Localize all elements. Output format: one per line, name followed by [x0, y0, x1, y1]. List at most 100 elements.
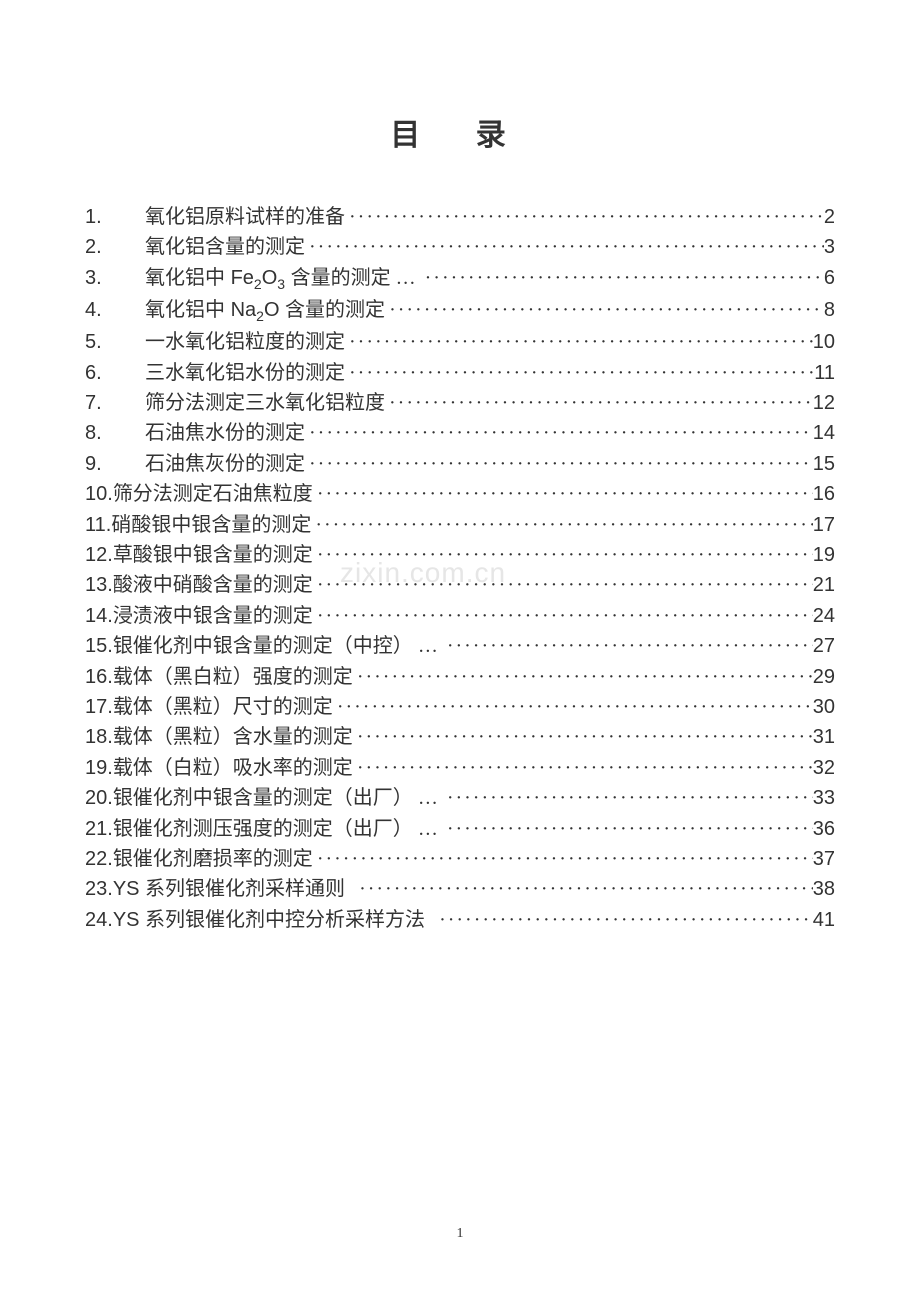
toc-item-number: 19. — [85, 753, 113, 783]
toc-item-page: 33 — [813, 783, 835, 813]
toc-leader-dots: ········································… — [385, 388, 813, 418]
toc-item-page: 41 — [813, 905, 835, 935]
toc-item: 22.银催化剂磨损率的测定···························… — [85, 844, 835, 874]
toc-leader-dots: ········································… — [313, 570, 813, 600]
toc-item: 13.酸液中硝酸含量的测定···························… — [85, 570, 835, 600]
toc-leader-dots: ········································… — [443, 783, 813, 813]
page-title: 目 录 — [85, 110, 835, 154]
toc-item-page: 27 — [813, 631, 835, 661]
toc-item-page: 37 — [813, 844, 835, 874]
toc-leader-dots: ········································… — [421, 263, 824, 293]
toc-leader-dots: ········································… — [313, 844, 813, 874]
toc-item-label: 筛分法测定三水氧化铝粒度 — [145, 388, 385, 418]
toc-item-number: 1. — [85, 202, 145, 232]
toc-item-page: 21 — [813, 570, 835, 600]
toc-item-number: 8. — [85, 418, 145, 448]
toc-item: 19.载体（白粒）吸水率的测定·························… — [85, 753, 835, 783]
toc-item-label: 酸液中硝酸含量的测定 — [113, 570, 313, 600]
toc-item: 18.载体（黑粒）含水量的测定·························… — [85, 722, 835, 752]
toc-item-label: 载体（黑粒）尺寸的测定 — [113, 692, 333, 722]
toc-item-page: 11 — [814, 358, 835, 388]
toc-item-page: 19 — [813, 540, 835, 570]
toc-item-page: 16 — [813, 479, 835, 509]
toc-leader-dots: ········································… — [385, 295, 824, 325]
toc-leader-dots: ········································… — [443, 814, 813, 844]
toc-item-page: 15 — [813, 449, 835, 479]
toc-leader-dots: ········································… — [435, 905, 813, 935]
toc-item-number: 21. — [85, 814, 113, 844]
toc-item-number: 6. — [85, 358, 145, 388]
toc-leader-dots: ········································… — [313, 479, 813, 509]
toc-item-number: 18. — [85, 722, 113, 752]
toc-item-number: 14. — [85, 601, 113, 631]
toc-leader-dots: ········································… — [345, 358, 814, 388]
toc-item-number: 5. — [85, 327, 145, 357]
toc-item-page: 6 — [824, 263, 835, 293]
toc-item: 16.载体（黑白粒）强度的测定·························… — [85, 662, 835, 692]
toc-item: 21.银催化剂测压强度的测定（出厂） … ···················… — [85, 814, 835, 844]
toc-item-label: 银催化剂中银含量的测定（中控） — [113, 631, 413, 661]
toc-item-label: 一水氧化铝粒度的测定 — [145, 327, 345, 357]
toc-item-number: 22. — [85, 844, 113, 874]
toc-item: 10.筛分法测定石油焦粒度···························… — [85, 479, 835, 509]
toc-item-label: 氧化铝含量的测定 — [145, 232, 305, 262]
toc-item: 14.浸渍液中银含量的测定···························… — [85, 601, 835, 631]
toc-item-label: 筛分法测定石油焦粒度 — [113, 479, 313, 509]
toc-leader-dots: ········································… — [305, 418, 813, 448]
toc-item-label: 载体（黑粒）含水量的测定 — [113, 722, 353, 752]
toc-item-label: 氧化铝原料试样的准备 — [145, 202, 345, 232]
toc-item-number: 10. — [85, 479, 113, 509]
toc-item-number: 16. — [85, 662, 113, 692]
toc-item-label: 氧化铝中 Na2O 含量的测定 — [145, 295, 385, 327]
toc-item-number: 15. — [85, 631, 113, 661]
toc-item-number: 20. — [85, 783, 113, 813]
toc-item: 9.石油焦灰份的测定······························… — [85, 449, 835, 479]
toc-item-number: 17. — [85, 692, 113, 722]
toc-item-page: 17 — [813, 510, 835, 540]
toc-item-page: 12 — [813, 388, 835, 418]
toc-item-label: 银催化剂测压强度的测定（出厂） — [113, 814, 413, 844]
toc-item-page: 8 — [824, 295, 835, 325]
toc-item: 8.石油焦水份的测定······························… — [85, 418, 835, 448]
toc-item-label: YS 系列银催化剂中控分析采样方法 — [113, 905, 425, 935]
toc-item-number: 24. — [85, 905, 113, 935]
toc-leader-dots: ········································… — [333, 692, 813, 722]
toc-item-label: 草酸银中银含量的测定 — [113, 540, 313, 570]
toc-item: 3.氧化铝中 Fe2O3 含量的测定 … ···················… — [85, 263, 835, 295]
toc-item-page: 2 — [824, 202, 835, 232]
toc-item-label: 载体（黑白粒）强度的测定 — [113, 662, 353, 692]
toc-item: 17.载体（黑粒）尺寸的测定··························… — [85, 692, 835, 722]
toc-item-page: 14 — [813, 418, 835, 448]
toc-item: 20.银催化剂中银含量的测定（出厂） … ···················… — [85, 783, 835, 813]
toc-item-page: 36 — [813, 814, 835, 844]
toc-leader-dots: ········································… — [345, 327, 813, 357]
toc-gap: … — [413, 814, 443, 844]
toc-item-label: 浸渍液中银含量的测定 — [113, 601, 313, 631]
toc-item: 4.氧化铝中 Na2O 含量的测定·······················… — [85, 295, 835, 327]
toc-item-page: 29 — [813, 662, 835, 692]
toc-leader-dots: ········································… — [311, 510, 812, 540]
toc-item-label: 氧化铝中 Fe2O3 含量的测定 — [145, 263, 391, 295]
toc-leader-dots: ········································… — [313, 540, 813, 570]
toc-item-number: 11. — [85, 510, 111, 540]
toc-leader-dots: ········································… — [305, 232, 824, 262]
toc-gap: … — [413, 783, 443, 813]
toc-list: 1.氧化铝原料试样的准备····························… — [85, 202, 835, 935]
toc-leader-dots: ········································… — [313, 601, 813, 631]
toc-item-page: 24 — [813, 601, 835, 631]
toc-item: 6.三水氧化铝水份的测定····························… — [85, 358, 835, 388]
page-number: 1 — [0, 1226, 920, 1242]
toc-item-label: 银催化剂中银含量的测定（出厂） — [113, 783, 413, 813]
toc-item-label: 石油焦水份的测定 — [145, 418, 305, 448]
toc-item: 1.氧化铝原料试样的准备····························… — [85, 202, 835, 232]
toc-item: 24.YS 系列银催化剂中控分析采样方法 ···················… — [85, 905, 835, 935]
toc-item-page: 32 — [813, 753, 835, 783]
toc-item-page: 38 — [813, 874, 835, 904]
toc-item-number: 13. — [85, 570, 113, 600]
toc-item-page: 10 — [813, 327, 835, 357]
toc-leader-dots: ········································… — [353, 722, 813, 752]
toc-leader-dots: ········································… — [345, 202, 824, 232]
toc-item: 23.YS 系列银催化剂采样通则 ·······················… — [85, 874, 835, 904]
toc-item-label: 载体（白粒）吸水率的测定 — [113, 753, 353, 783]
toc-leader-dots: ········································… — [355, 874, 813, 904]
